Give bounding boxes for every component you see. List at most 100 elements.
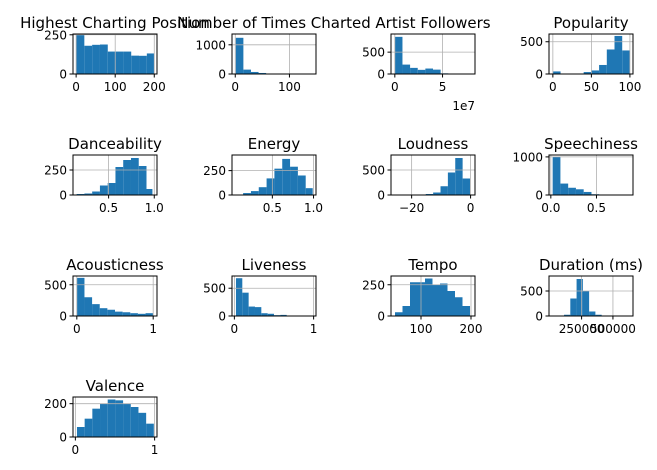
bar-duration-ms-2 <box>576 279 583 316</box>
ytick-label-speechiness-0: 0 <box>535 189 543 203</box>
histogram-valence: 0 1 0 200 Valence <box>44 377 158 457</box>
bar-energy-6 <box>282 158 291 195</box>
bar-danceability-7 <box>130 158 139 195</box>
bar-speechiness-1 <box>560 183 569 195</box>
axes-frame-danceability <box>72 154 158 196</box>
bar-popularity-9 <box>622 50 630 74</box>
bar-duration-ms-1 <box>570 298 577 316</box>
histogram-popularity: 0 50 100 0 500 Popularity <box>520 14 641 94</box>
chart-title-valence: Valence <box>86 377 145 395</box>
bar-duration-ms-0 <box>564 314 571 316</box>
axes-frame-speechiness <box>548 154 634 196</box>
bar-energy-7 <box>290 166 298 195</box>
xtick-label-duration-ms-0: 250000 <box>559 322 605 336</box>
bar-artist-followers-1 <box>402 64 411 74</box>
bar-tempo-7 <box>447 291 455 316</box>
xtick-label-popularity-2: 100 <box>618 80 641 94</box>
bar-energy-5 <box>274 168 283 195</box>
axes-frame-duration-ms <box>548 275 634 317</box>
xtick-label-liveness-1: 1 <box>310 322 318 336</box>
ytick-label-valence-1: 200 <box>44 397 67 411</box>
bar-artist-followers-5 <box>433 69 441 74</box>
bar-danceability-9 <box>146 189 153 195</box>
bar-acousticness-4 <box>107 309 115 316</box>
ytick-label-highest-charting-position-0: 0 <box>59 68 67 82</box>
bar-energy-2 <box>250 191 259 195</box>
bar-highest-charting-position-7 <box>131 55 140 74</box>
bar-danceability-4 <box>107 183 116 195</box>
bar-liveness-1 <box>242 292 249 316</box>
chart-title-highest-charting-position: Highest Charting Position <box>20 14 210 32</box>
bar-highest-charting-position-9 <box>146 53 155 74</box>
xtick-label-number-of-times-charted-1: 100 <box>278 80 301 94</box>
chart-title-artist-followers: Artist Followers <box>375 14 490 32</box>
bar-acousticness-0 <box>76 277 85 317</box>
bar-valence-8 <box>138 412 147 437</box>
ytick-label-loudness-1: 500 <box>362 164 385 178</box>
bar-popularity-7 <box>606 49 615 74</box>
bar-speechiness-3 <box>575 189 584 195</box>
bar-highest-charting-position-5 <box>115 51 124 74</box>
bar-number-of-times-charted-0 <box>235 37 244 74</box>
bar-number-of-times-charted-2 <box>250 71 259 74</box>
xtick-label-danceability-0: 0.5 <box>99 201 118 215</box>
xtick-label-popularity-1: 50 <box>584 80 599 94</box>
histogram-acousticness: 0 1 0 500 Acousticness <box>44 256 164 336</box>
xtick-label-energy-0: 0.5 <box>263 201 282 215</box>
ytick-label-loudness-0: 0 <box>377 189 385 203</box>
bar-highest-charting-position-8 <box>139 55 147 74</box>
chart-title-danceability: Danceability <box>68 135 162 153</box>
histogram-tempo: 100 200 0 250 Tempo <box>362 256 482 336</box>
ytick-label-liveness-1: 500 <box>203 282 226 296</box>
xtick-label-number-of-times-charted-0: 0 <box>231 80 239 94</box>
ytick-label-popularity-0: 0 <box>535 68 543 82</box>
ytick-label-tempo-0: 0 <box>377 310 385 324</box>
bar-acousticness-3 <box>99 308 108 316</box>
bar-danceability-8 <box>138 166 147 195</box>
bar-acousticness-7 <box>130 313 138 316</box>
xtick-label-acousticness-1: 1 <box>149 322 157 336</box>
ytick-label-popularity-1: 500 <box>520 35 543 49</box>
histogram-liveness: 0 1 0 500 Liveness <box>203 256 317 336</box>
bar-loudness-7 <box>447 172 456 195</box>
bar-highest-charting-position-3 <box>99 44 108 74</box>
bar-speechiness-0 <box>552 156 561 195</box>
bar-valence-7 <box>130 407 139 437</box>
bar-tempo-6 <box>440 283 448 316</box>
bar-tempo-9 <box>462 306 470 316</box>
axes-frame-number-of-times-charted <box>231 33 317 75</box>
bar-liveness-7 <box>280 314 287 316</box>
ytick-label-number-of-times-charted-0: 0 <box>218 68 226 82</box>
bar-valence-2 <box>92 408 101 437</box>
chart-title-speechiness: Speechiness <box>544 135 638 153</box>
bar-duration-ms-5 <box>595 314 602 316</box>
bar-speechiness-2 <box>568 187 576 195</box>
bar-highest-charting-position-0 <box>76 35 85 74</box>
ytick-label-danceability-1: 250 <box>44 164 67 178</box>
ytick-label-acousticness-1: 500 <box>44 278 67 292</box>
bar-valence-5 <box>115 400 124 437</box>
xtick-label-highest-charting-position-2: 200 <box>143 80 166 94</box>
bar-acousticness-5 <box>115 311 123 317</box>
bar-popularity-6 <box>599 64 607 74</box>
xtick-label-highest-charting-position-0: 0 <box>72 80 80 94</box>
chart-title-loudness: Loudness <box>398 135 469 153</box>
xtick-label-liveness-0: 0 <box>231 322 239 336</box>
xtick-label-highest-charting-position-1: 100 <box>104 80 127 94</box>
bar-number-of-times-charted-3 <box>258 72 267 74</box>
xtick-label-artist-followers-0: 0 <box>391 80 399 94</box>
bar-highest-charting-position-1 <box>84 45 93 74</box>
axes-frame-valence <box>72 396 158 438</box>
offset-label-artist-followers: 1e7 <box>452 99 475 113</box>
bar-valence-1 <box>84 418 93 437</box>
ytick-label-artist-followers-0: 0 <box>377 68 385 82</box>
axes-frame-artist-followers <box>390 33 476 75</box>
bar-energy-4 <box>266 178 275 195</box>
bar-duration-ms-3 <box>582 291 590 316</box>
bar-acousticness-1 <box>84 297 93 316</box>
bar-energy-3 <box>258 187 267 195</box>
